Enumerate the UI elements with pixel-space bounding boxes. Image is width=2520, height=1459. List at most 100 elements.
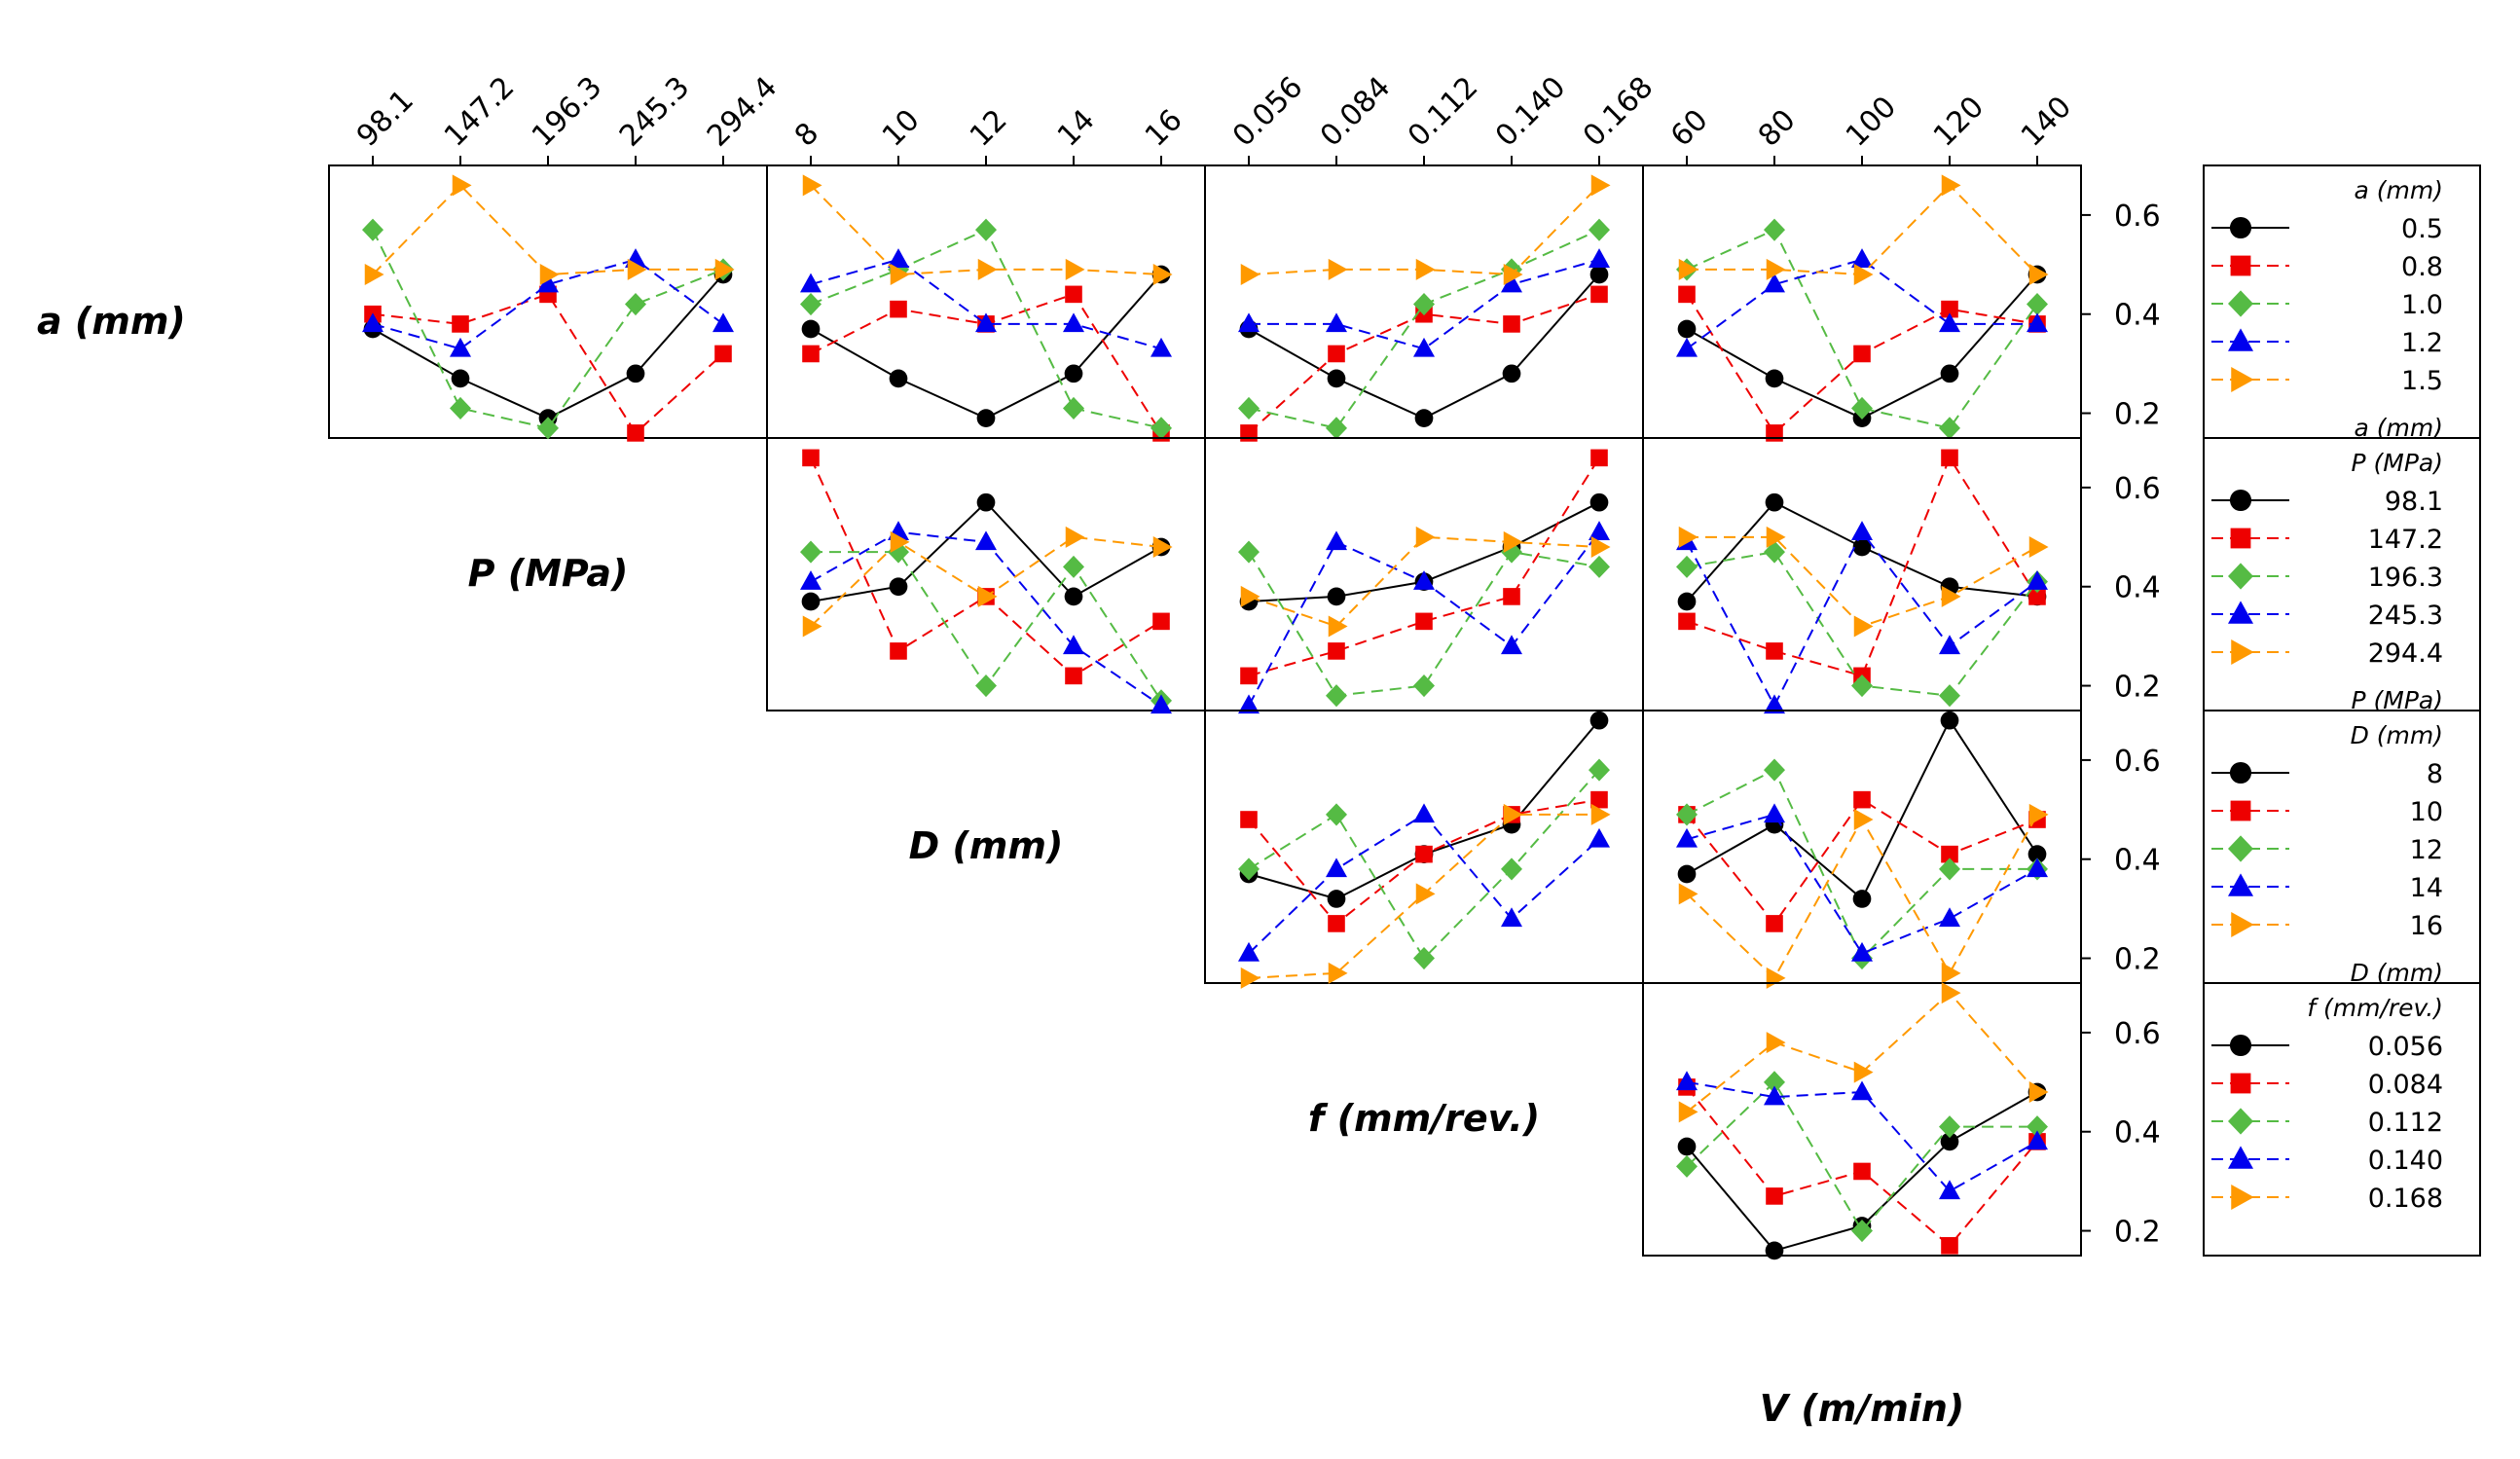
legend-entry-label: 0.084 [2368, 1070, 2443, 1100]
data-point-s3 [1063, 396, 1084, 420]
data-point-s5 [1328, 258, 1348, 280]
legend-entry-label: 147.2 [2368, 525, 2443, 555]
data-point-s3 [1413, 292, 1435, 316]
data-point-s3 [800, 292, 822, 316]
data-point-s2 [1766, 1187, 1783, 1205]
data-point-s5 [2028, 536, 2049, 558]
data-point-s3 [1238, 396, 1260, 420]
legend-entry-label: 14 [2410, 873, 2443, 903]
panel-row1-D [766, 164, 1206, 442]
x-tick-label-f: 0.084 [1314, 70, 1397, 153]
legend-marker [2231, 639, 2254, 665]
data-point-s5 [1328, 962, 1348, 984]
data-point-s1 [451, 369, 470, 388]
data-point-s5 [1065, 258, 1085, 280]
series-line-4 [372, 258, 724, 350]
data-point-s1 [1765, 492, 1784, 512]
y-tick-label: 0.2 [2114, 671, 2161, 705]
data-point-s3 [1501, 857, 1522, 881]
x-tick-label-V: 120 [1927, 90, 1990, 153]
data-point-s4 [1589, 521, 1610, 540]
data-point-s5 [890, 530, 910, 553]
data-point-s4 [800, 273, 822, 293]
series-line-1 [810, 274, 1162, 419]
data-point-s1 [889, 369, 908, 388]
data-point-s1 [1064, 587, 1083, 606]
data-point-s1 [626, 364, 645, 383]
data-point-s2 [1590, 285, 1608, 304]
legend-entry-label: 16 [2410, 911, 2443, 941]
data-point-s1 [976, 492, 996, 512]
data-point-s3 [2027, 1115, 2048, 1139]
data-point-s3 [1764, 540, 1785, 564]
series-line-3 [1686, 1080, 2037, 1233]
data-point-s2 [1328, 345, 1345, 363]
legend-marker [2228, 601, 2253, 624]
x-tick-label-f: 0.112 [1402, 70, 1484, 153]
data-point-s1 [1327, 890, 1346, 908]
data-point-s5 [1766, 526, 1786, 548]
legend-title: P (MPa) [2352, 449, 2444, 477]
data-point-s4 [1238, 694, 1260, 714]
data-point-s3 [2027, 292, 2048, 316]
x-tick-label-V: 100 [1840, 90, 1903, 153]
legend-marker [2231, 912, 2254, 937]
data-point-s5 [1415, 258, 1436, 280]
data-point-s1 [1765, 369, 1784, 388]
legend-1: a (mm)0.50.81.01.21.5a (mm) [2203, 164, 2481, 442]
x-tick-label-D: 10 [876, 103, 927, 154]
x-tick-label-f: 0.140 [1489, 70, 1572, 153]
data-point-s2 [1678, 612, 1696, 631]
data-point-s5 [1152, 264, 1173, 285]
data-point-s1 [1765, 1241, 1784, 1260]
data-point-s4 [1939, 312, 1960, 333]
legend-title: a (mm) [2355, 176, 2443, 204]
data-point-s1 [1502, 364, 1521, 383]
data-point-s4 [712, 312, 734, 333]
data-point-s4 [1589, 827, 1610, 848]
data-point-s1 [2027, 845, 2047, 863]
legend-marker [2228, 1146, 2253, 1169]
data-point-s4 [1851, 1080, 1873, 1101]
data-point-s5 [1853, 1061, 1874, 1083]
x-tick-label-V: 80 [1752, 103, 1803, 154]
data-point-s2 [890, 300, 907, 318]
data-point-s4 [1764, 273, 1785, 293]
data-point-s3 [450, 396, 471, 420]
data-point-s2 [1240, 667, 1258, 685]
data-point-s5 [539, 264, 560, 285]
data-point-s5 [1240, 264, 1260, 285]
data-point-s4 [975, 530, 997, 551]
data-point-s4 [2027, 570, 2048, 590]
data-point-s3 [1939, 684, 1960, 708]
data-point-s2 [1065, 667, 1082, 685]
data-point-s1 [976, 409, 996, 427]
data-point-s1 [801, 319, 821, 339]
legend-marker [2230, 1073, 2251, 1094]
data-point-s4 [450, 337, 471, 357]
data-point-s4 [1851, 521, 1873, 540]
data-point-s5 [1240, 967, 1260, 989]
legend-4: f (mm/rev.) 0.056 0.084 0.112 0.140 0.168 [2203, 982, 2481, 1257]
series-line-3 [1248, 229, 1600, 429]
legend-entry-label: 196.3 [2368, 563, 2443, 593]
data-point-s3 [1764, 758, 1785, 782]
data-point-s5 [1678, 1101, 1698, 1123]
series-line-3 [1248, 769, 1600, 961]
data-point-s3 [975, 218, 997, 241]
data-point-s2 [1853, 1162, 1871, 1181]
data-point-s3 [1851, 396, 1873, 420]
data-point-s1 [1940, 711, 1959, 730]
legend-marker [2229, 216, 2252, 239]
data-point-s5 [1853, 264, 1874, 285]
data-point-s1 [1940, 1132, 1959, 1151]
x-tick-label-D: 14 [1051, 103, 1102, 154]
series-line-4 [1249, 258, 1600, 350]
data-point-s5 [627, 258, 647, 280]
y-tick-label: 0.4 [2114, 571, 2161, 605]
data-point-s5 [1590, 174, 1611, 197]
data-point-s3 [1326, 417, 1347, 440]
legend-entry-label: 245.3 [2368, 601, 2443, 631]
